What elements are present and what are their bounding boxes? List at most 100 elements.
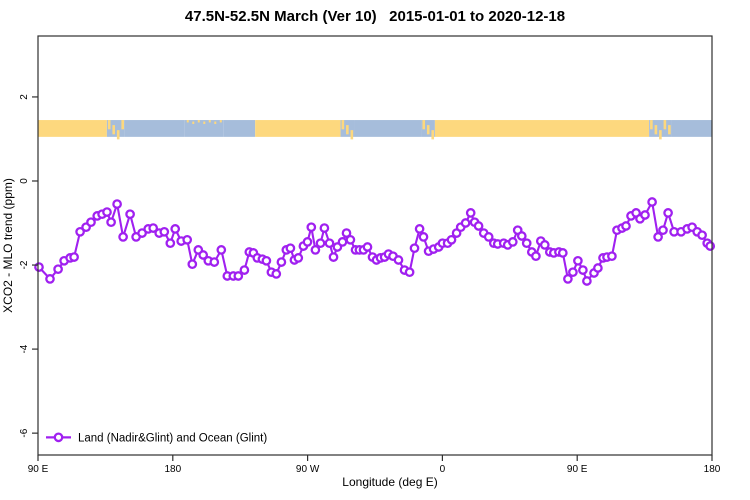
- series-point: [53, 264, 63, 275]
- surface-band-speckle: [203, 121, 206, 124]
- surface-band-speckle: [116, 130, 120, 140]
- series-point: [507, 237, 518, 247]
- surface-band-speckle: [192, 121, 195, 124]
- series-point: [306, 222, 317, 233]
- series-point: [563, 274, 573, 284]
- series-point: [465, 208, 476, 218]
- series-point: [414, 224, 425, 234]
- chart-title: 47.5N-52.5N March (Ver 10) 2015-01-01 to…: [184, 8, 566, 25]
- series-point: [285, 243, 296, 254]
- series-point: [112, 199, 122, 209]
- series-point: [568, 267, 578, 278]
- legend-label: Land (Nadir&Glint) and Ocean (Glint): [78, 432, 267, 444]
- series-point: [276, 257, 287, 267]
- series-point: [460, 218, 471, 228]
- y-tick-label: 2: [19, 94, 30, 100]
- surface-band-speckle: [650, 120, 653, 130]
- surface-band-segment: [38, 120, 107, 137]
- series-point: [239, 265, 250, 275]
- series-point: [362, 242, 373, 252]
- surface-band-speckle: [197, 120, 200, 123]
- series-point: [621, 221, 631, 231]
- series-point: [658, 225, 668, 236]
- series-point: [118, 232, 128, 242]
- series-point: [328, 252, 339, 262]
- series-point: [187, 259, 198, 270]
- series-point: [607, 251, 617, 262]
- series-point: [148, 223, 159, 233]
- series-point: [337, 237, 348, 247]
- surface-band-speckle: [214, 121, 217, 124]
- series-point: [69, 252, 79, 262]
- y-tick-label: -4: [19, 344, 30, 353]
- x-tick-label: 180: [164, 464, 181, 475]
- y-axis-title: XCO2 - MLO trend (ppm): [1, 178, 15, 313]
- series-point: [170, 224, 181, 234]
- y-tick-label: 0: [19, 178, 30, 184]
- surface-band-segment: [184, 120, 224, 137]
- series-point: [315, 238, 326, 249]
- legend-marker-circle: [53, 432, 64, 443]
- series-point: [483, 232, 494, 242]
- series-point: [102, 207, 112, 217]
- series-point: [233, 271, 244, 281]
- surface-band-segment: [106, 120, 125, 137]
- series-point: [647, 197, 657, 207]
- surface-band-speckle: [121, 120, 124, 130]
- series-line: [38, 198, 711, 284]
- series-point: [86, 217, 96, 228]
- series-point: [302, 237, 313, 247]
- series-point: [404, 267, 415, 278]
- series-point: [573, 255, 583, 266]
- surface-band-speckle: [350, 130, 354, 140]
- surface-band-speckle: [112, 125, 115, 135]
- series-point: [697, 230, 707, 241]
- series-point: [521, 238, 532, 249]
- series-point: [473, 221, 484, 231]
- surface-band-speckle: [426, 125, 430, 135]
- series-point: [539, 240, 550, 250]
- surface-band-segment: [671, 120, 712, 137]
- series-point: [640, 210, 650, 220]
- surface-band-speckle: [341, 120, 345, 130]
- series-point: [418, 232, 429, 242]
- surface-band-segment: [124, 120, 185, 137]
- y-tick-label: -6: [19, 428, 30, 437]
- series-point: [198, 250, 209, 260]
- series-point: [663, 208, 673, 218]
- series-point: [45, 274, 55, 284]
- surface-band-speckle: [663, 120, 667, 130]
- x-tick-label: 180: [704, 464, 721, 475]
- surface-band-segment: [255, 120, 341, 137]
- series-point: [409, 243, 420, 254]
- surface-band-speckle: [668, 125, 671, 135]
- x-tick-label: 90 E: [28, 464, 49, 475]
- series-point: [516, 231, 527, 241]
- series-point: [557, 248, 568, 258]
- series-point: [319, 223, 330, 233]
- surface-band-speckle: [107, 120, 111, 130]
- series-point: [341, 228, 352, 238]
- series-point: [582, 276, 592, 286]
- series-point: [593, 263, 603, 273]
- surface-band-speckle: [431, 130, 435, 140]
- surface-band-speckle: [422, 120, 426, 130]
- series-point: [653, 232, 663, 242]
- series-point: [216, 245, 227, 255]
- series-point: [393, 255, 404, 265]
- surface-band-segment: [354, 120, 422, 137]
- series-point: [345, 234, 356, 245]
- series-point: [531, 251, 541, 262]
- plot-border: [37, 35, 713, 456]
- series-point: [182, 234, 193, 245]
- series-point: [310, 245, 321, 255]
- series-point: [125, 209, 135, 220]
- series-point: [324, 238, 335, 249]
- x-tick-label: 0: [440, 464, 446, 475]
- series-point: [261, 255, 272, 266]
- series-point: [106, 217, 116, 228]
- surface-band-segment: [434, 120, 650, 137]
- series-point: [271, 269, 282, 279]
